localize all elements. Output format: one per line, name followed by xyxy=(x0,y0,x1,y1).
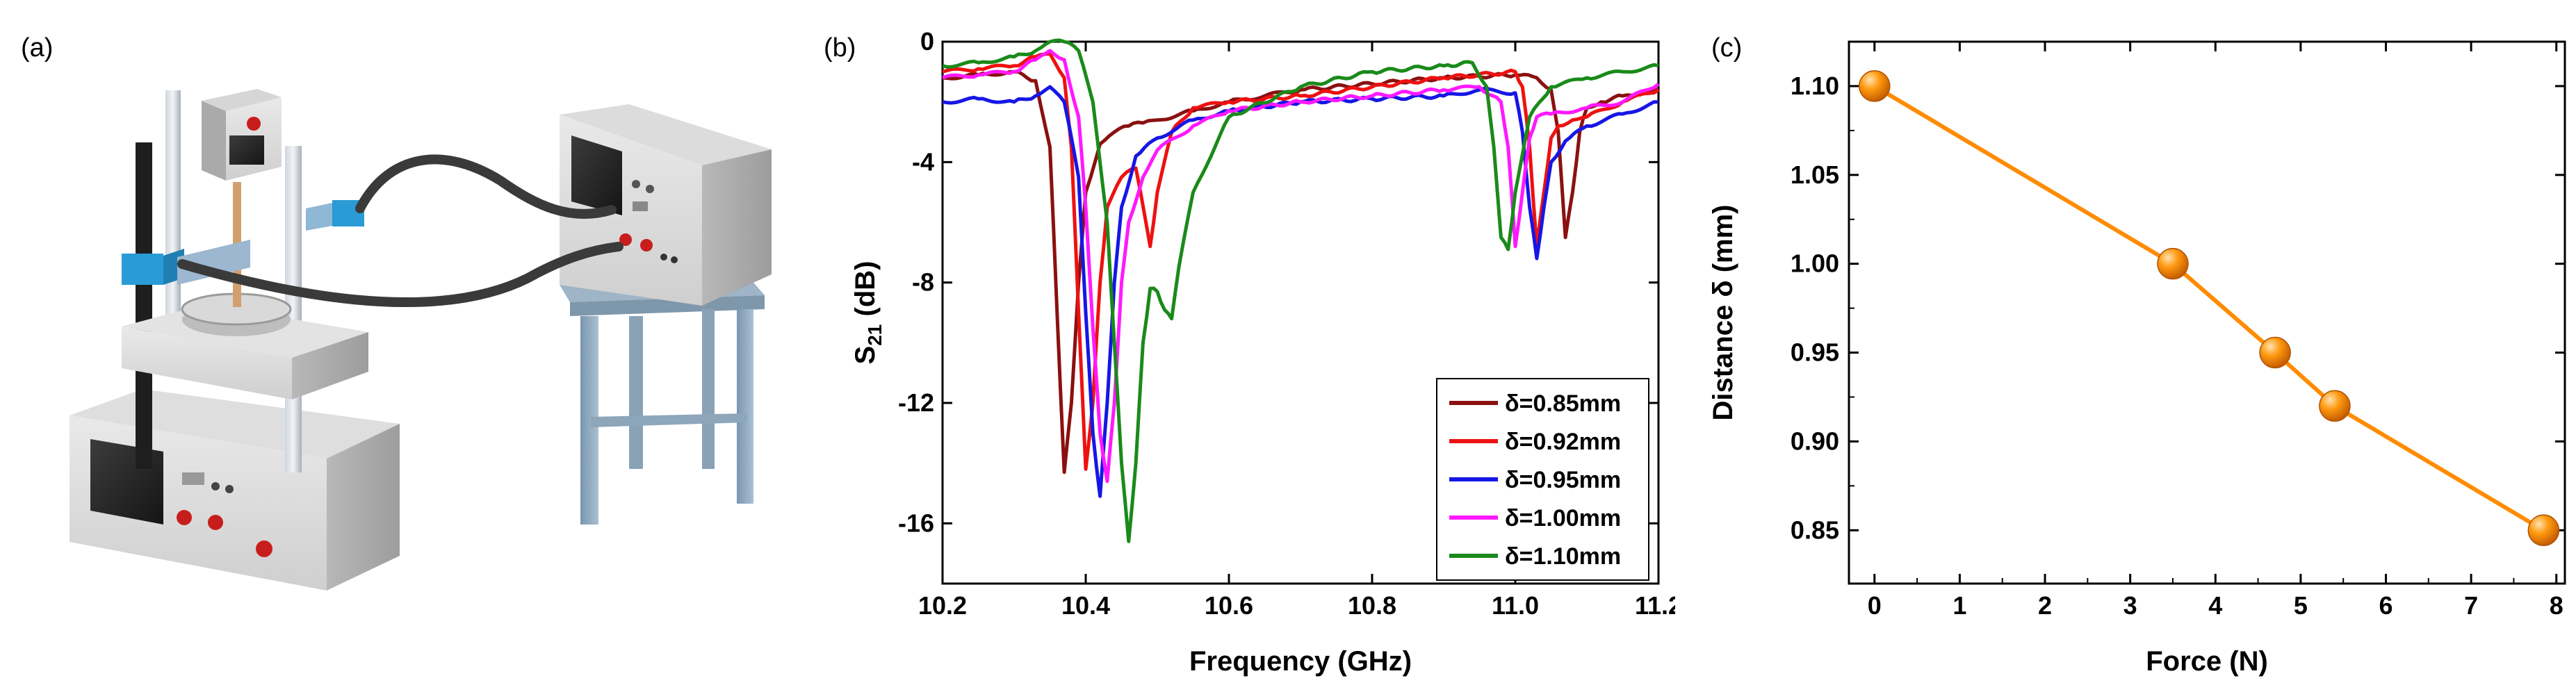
data-point xyxy=(2157,247,2189,280)
x-axis-label-c: Force (N) xyxy=(2146,646,2268,677)
network-analyzer xyxy=(560,104,772,306)
y-tick-label-c: 0.85 xyxy=(1791,515,1839,544)
y-tick-label-c: 1.10 xyxy=(1791,72,1839,100)
y-tick-label-b: -16 xyxy=(898,509,934,537)
y-tick-label-b: 0 xyxy=(920,27,934,56)
x-tick-label-c: 4 xyxy=(2208,591,2222,620)
x-tick-label-c: 5 xyxy=(2294,591,2308,620)
y-axis-label-b: S21 (dB) xyxy=(850,261,886,365)
x-tick-label-c: 6 xyxy=(2379,591,2392,620)
panel-a-label: (a) xyxy=(21,33,54,63)
data-point xyxy=(1859,70,1891,102)
plot-frame-b xyxy=(941,40,1660,585)
y-tick-label-c: 0.90 xyxy=(1791,427,1839,455)
coax-cable-1 xyxy=(355,154,617,219)
sma-clamps xyxy=(122,200,364,285)
x-tick-label-b: 10.6 xyxy=(1205,591,1253,620)
legend-label-s110: δ=1.10mm xyxy=(1505,543,1621,570)
x-tick-label-b: 10.8 xyxy=(1348,591,1396,620)
data-point xyxy=(2259,336,2291,369)
x-tick-label-b: 11.2 xyxy=(1635,591,1675,620)
coax-cable-2 xyxy=(177,242,623,307)
panel-b-label: (b) xyxy=(824,33,856,63)
x-tick-label-c: 3 xyxy=(2123,591,2137,620)
measurement-setup-illustration xyxy=(70,89,772,591)
distance-force-chart: 0 1 2 3 4 5 6 7 8 0.85 0.90 0.95 1.00 1.05 1.10 Force … xyxy=(1708,40,2566,677)
legend-label-s085: δ=0.85mm xyxy=(1505,390,1621,417)
sample-stage xyxy=(122,292,368,399)
series-line-s100 xyxy=(942,49,1660,484)
x-tick-label-c: 0 xyxy=(1868,591,1882,620)
series-line-s085 xyxy=(942,69,1659,474)
y-tick-label-c: 1.05 xyxy=(1791,160,1839,189)
data-point xyxy=(2527,514,2560,547)
plot-frame-c xyxy=(1848,40,2566,585)
x-tick-label-b: 10.4 xyxy=(1061,591,1110,620)
x-tick-label-c: 2 xyxy=(2038,591,2052,620)
y-tick-label-b: -12 xyxy=(898,388,934,417)
data-point xyxy=(2319,390,2351,422)
y-axis-label-c: Distance δ (mm) xyxy=(1708,205,1738,421)
legend-b: δ=0.85mm δ=0.92mm δ=0.95mm δ=1.00mm δ=1.10mm xyxy=(1436,378,1649,581)
legend-label-s095: δ=0.95mm xyxy=(1505,467,1621,493)
legend-label-s100: δ=1.00mm xyxy=(1505,505,1621,531)
s21-chart: 10.2 10.4 10.6 10.8 11.0 11.2 0 -4 -8 -12 -16 Freq… xyxy=(850,27,1675,677)
y-tick-label-c: 0.95 xyxy=(1791,338,1839,367)
panel-c-label: (c) xyxy=(1711,33,1743,63)
y-tick-label-b: -4 xyxy=(912,147,934,176)
x-tick-label-b: 10.2 xyxy=(918,591,967,620)
series-line-force xyxy=(1873,84,2545,532)
x-tick-label-c: 1 xyxy=(1953,591,1966,620)
legend-label-s092: δ=0.92mm xyxy=(1505,429,1621,455)
y-tick-label-b: -8 xyxy=(912,268,934,297)
series-line-s110 xyxy=(942,38,1659,543)
x-tick-label-c: 7 xyxy=(2464,591,2478,620)
x-axis-label-b: Frequency (GHz) xyxy=(1189,646,1412,677)
base-unit xyxy=(70,389,400,591)
x-tick-label-b: 11.0 xyxy=(1492,591,1539,620)
y-tick-label-c: 1.00 xyxy=(1791,249,1839,278)
black-post xyxy=(136,142,152,469)
table xyxy=(560,279,765,525)
x-tick-label-c: 8 xyxy=(2550,591,2563,620)
